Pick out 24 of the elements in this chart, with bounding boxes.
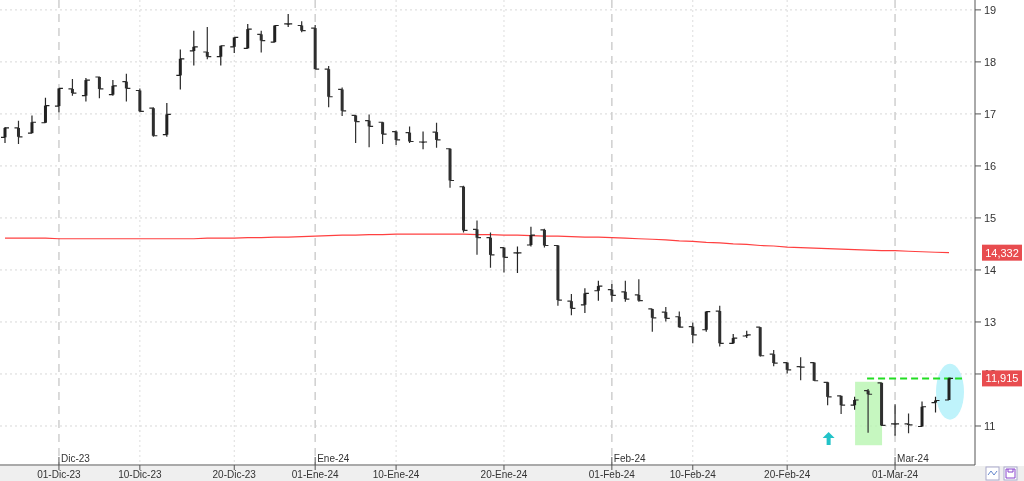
annotation: Ene-24 [317, 453, 350, 464]
text: 14,332 [985, 246, 1019, 259]
x-tick-label: 10-Ene-24 [372, 469, 420, 480]
ref-line-label: 11,915 [985, 372, 1019, 385]
y-tick-label: 14 [984, 263, 997, 276]
x-tick-label: 20-Feb-24 [764, 469, 811, 480]
x-tick-label: 10-Dic-23 [118, 469, 162, 480]
x-tick-label: 01-Feb-24 [588, 469, 636, 480]
x-tick-label: 10-Feb-24 [669, 469, 717, 480]
annotation: Feb-24 [613, 453, 646, 464]
x-tick-label: 01-Dic-23 [37, 469, 82, 480]
x-tick-label: 20-Dic-23 [212, 469, 257, 480]
y-tick-label: 19 [984, 3, 997, 16]
y-tick-label: 15 [984, 211, 997, 224]
x-tick-label: 01-Mar-24 [871, 469, 919, 480]
x-tick-label: 01-Ene-24 [291, 469, 339, 480]
y-tick-label: 13 [984, 315, 997, 328]
y-tick-label: 11 [984, 419, 996, 432]
y-tick-label: 17 [984, 107, 997, 120]
y-tick-label: 18 [984, 55, 997, 68]
x-tick-label: 20-Ene-24 [480, 469, 528, 480]
annotation: Mar-24 [897, 453, 930, 464]
y-tick-label: 16 [984, 159, 997, 172]
annotation: Dic-23 [60, 453, 91, 464]
